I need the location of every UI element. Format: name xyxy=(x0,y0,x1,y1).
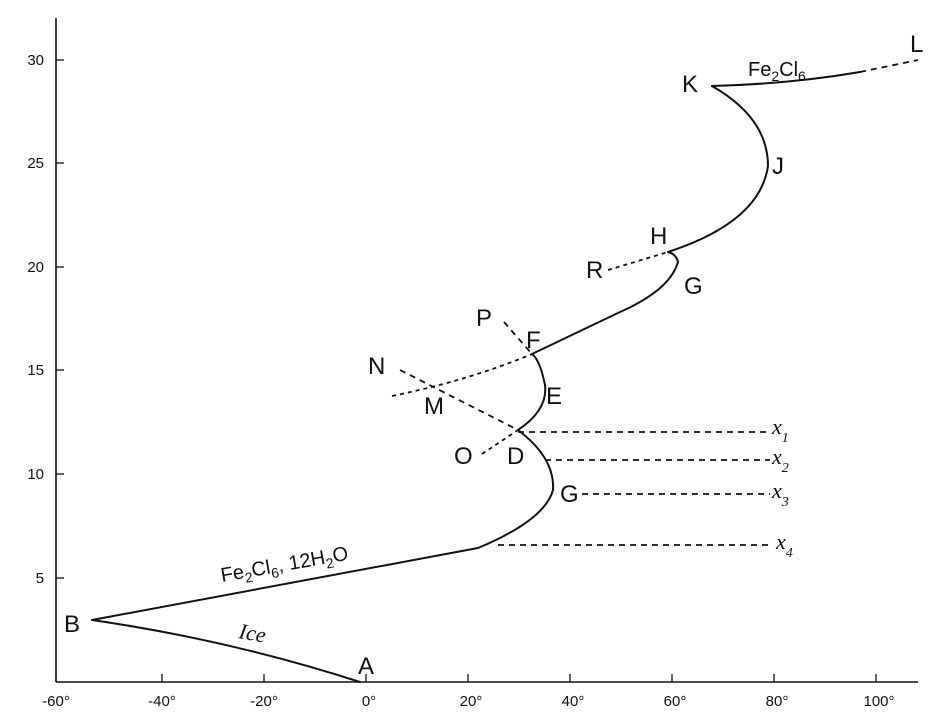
label-R: R xyxy=(586,257,603,284)
anhydrous-cl: Cl xyxy=(779,59,798,81)
anhydrous-sub-2: 2 xyxy=(771,68,779,84)
branch-H-J-K xyxy=(667,85,769,253)
label-P: P xyxy=(476,305,492,332)
x2-sub: 2 xyxy=(782,461,789,476)
anhydrous-curve-solid xyxy=(711,71,861,87)
anhydrous-sub-6: 6 xyxy=(798,68,806,84)
y-tick-label: 20 xyxy=(27,259,44,276)
x3-main: x xyxy=(771,478,782,503)
label-K: K xyxy=(682,71,698,98)
label-G-lower: G xyxy=(560,481,579,508)
hydrate-o: O xyxy=(331,543,350,567)
label-anhydrous: Fe2Cl6 xyxy=(748,59,806,84)
x-tick-label: 20° xyxy=(460,693,483,710)
x1-sub: 1 xyxy=(782,431,789,446)
y-tick-label: 30 xyxy=(27,52,44,69)
x-tick-label: 40° xyxy=(562,693,585,710)
hydrate-sub-2: 2 xyxy=(244,569,255,586)
hydrate-fe: Fe xyxy=(219,561,246,587)
label-A: A xyxy=(358,653,374,680)
ice-curve xyxy=(91,619,361,683)
label-x1: x1 xyxy=(771,414,789,446)
y-tick-label: 10 xyxy=(27,466,44,483)
hydrate-cl: Cl xyxy=(250,557,272,582)
x-tick-label: 80° xyxy=(766,693,789,710)
x4-main: x xyxy=(775,529,786,554)
hydrate-12-curve xyxy=(91,429,555,621)
y-tick-label: 5 xyxy=(36,570,44,587)
x-axis-ticks xyxy=(55,674,877,682)
branch-G-H xyxy=(667,251,679,263)
hydrate-sub-6: 6 xyxy=(270,564,281,581)
label-B: B xyxy=(64,611,80,638)
label-x3: x3 xyxy=(771,478,789,510)
metastable-R-H xyxy=(607,251,669,271)
y-axis-ticks xyxy=(56,59,64,579)
x-tick-label: -40° xyxy=(148,693,176,710)
x-tick-label: -60° xyxy=(42,693,70,710)
branch-D-E-F xyxy=(517,353,547,431)
anhydrous-fe: Fe xyxy=(748,59,771,81)
metastable-P-F xyxy=(503,321,533,355)
label-x4: x4 xyxy=(775,529,793,561)
label-hydrate-12: Fe2Cl6, 12H2O xyxy=(219,543,350,590)
label-N: N xyxy=(368,353,385,380)
x-axis-tick-labels: -60° -40° -20° 0° 20° 40° 60° 80° 100° xyxy=(42,693,894,710)
x1-main: x xyxy=(771,414,782,439)
y-tick-label: 15 xyxy=(27,362,44,379)
hydrate-sub-h2: 2 xyxy=(325,554,336,571)
label-G-upper: G xyxy=(684,273,703,300)
label-ice: Ice xyxy=(236,618,268,647)
label-J: J xyxy=(772,153,784,180)
x-tick-label: 0° xyxy=(362,693,376,710)
label-O: O xyxy=(454,443,473,470)
label-F: F xyxy=(526,327,541,354)
anhydrous-curve-dashed xyxy=(859,59,919,73)
x-tick-label: 100° xyxy=(863,693,894,710)
y-tick-label: 25 xyxy=(27,155,44,172)
x2-main: x xyxy=(771,444,782,469)
label-E: E xyxy=(546,383,562,410)
label-H: H xyxy=(650,223,667,250)
x-tick-label: 60° xyxy=(664,693,687,710)
label-D: D xyxy=(507,443,524,470)
label-M: M xyxy=(424,393,444,420)
x-tick-label: -20° xyxy=(250,693,278,710)
x3-sub: 3 xyxy=(781,495,789,510)
y-axis-tick-labels: 5 10 15 20 25 30 xyxy=(27,52,44,587)
hydrate-water-count: , 12H xyxy=(276,547,327,577)
label-L: L xyxy=(910,31,923,58)
label-x2: x2 xyxy=(771,444,789,476)
x4-sub: 4 xyxy=(786,546,793,561)
branch-F-G xyxy=(531,261,679,355)
metastable-N-D xyxy=(399,369,519,431)
metastable-M-F xyxy=(391,353,533,397)
